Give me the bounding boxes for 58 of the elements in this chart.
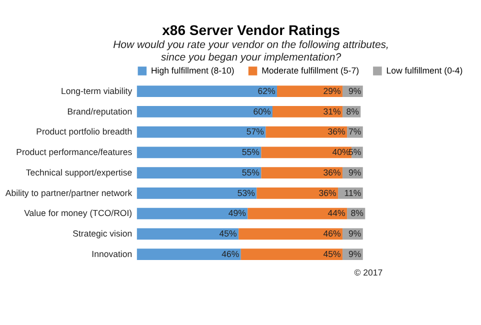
data-label: 55% — [242, 147, 260, 158]
legend-label: High fulfillment (8-10) — [150, 66, 234, 76]
bar — [248, 208, 348, 220]
bar — [136, 187, 257, 199]
data-label: 62% — [258, 86, 276, 96]
y-tick-label: Long-term viability — [60, 86, 133, 96]
data-label: 36% — [328, 126, 346, 137]
bar — [136, 86, 278, 98]
bar — [136, 126, 266, 138]
bar — [240, 248, 343, 260]
y-tick-label: Technical support/expertise — [26, 167, 132, 178]
legend-label: Moderate fulfillment (5-7) — [262, 66, 360, 76]
data-label: 45% — [323, 248, 341, 259]
data-label: 29% — [323, 86, 341, 96]
data-label: 44% — [328, 208, 346, 218]
data-label: 40% — [332, 147, 350, 158]
y-tick-label: Brand/reputation — [67, 106, 132, 116]
chart-subtitle: How would you rate your vendor on the following attributes, since you began your implementation? — [113, 39, 389, 64]
data-label: 8% — [346, 106, 360, 116]
chart-title: x86 Server Vendor Ratings — [162, 22, 340, 38]
data-label: 36% — [323, 167, 341, 178]
data-label: 45% — [219, 228, 238, 239]
data-label: 46% — [323, 228, 341, 239]
data-label: 49% — [228, 208, 246, 218]
bar — [136, 106, 272, 118]
data-label: 46% — [222, 248, 240, 259]
y-tick-label: Ability to partner/partner network — [5, 188, 133, 198]
data-label: 53% — [237, 188, 256, 198]
data-label: 9% — [348, 248, 362, 259]
bar — [277, 86, 343, 98]
data-label: 57% — [246, 126, 264, 137]
y-tick-label: Product performance/features — [16, 147, 133, 158]
data-label: 9% — [348, 228, 362, 239]
data-label: 60% — [253, 106, 271, 116]
data-label: 9% — [348, 86, 362, 96]
y-tick-label: Innovation — [92, 248, 132, 259]
bar — [136, 228, 239, 240]
bar — [256, 187, 338, 199]
bar — [238, 228, 343, 240]
bar — [136, 167, 262, 179]
bar — [261, 167, 343, 179]
data-label: 36% — [318, 188, 336, 198]
text: © 2017 — [354, 267, 383, 278]
data-label: 8% — [350, 208, 364, 218]
bar — [272, 106, 343, 118]
y-tick-label: Strategic vision — [72, 228, 132, 239]
y-tick-label: Product portfolio breadth — [36, 126, 132, 137]
data-label: 9% — [348, 167, 362, 178]
data-label: 55% — [242, 167, 260, 178]
data-label: 7% — [348, 126, 362, 137]
bar — [136, 146, 262, 158]
y-tick-label: Value for money (TCO/ROI) — [24, 208, 132, 218]
bar — [266, 126, 348, 138]
data-label: 11% — [344, 188, 362, 198]
bar — [136, 208, 248, 220]
legend-label: Low fulfillment (0-4) — [386, 66, 463, 76]
bar — [136, 248, 241, 260]
data-label: 31% — [323, 106, 341, 116]
